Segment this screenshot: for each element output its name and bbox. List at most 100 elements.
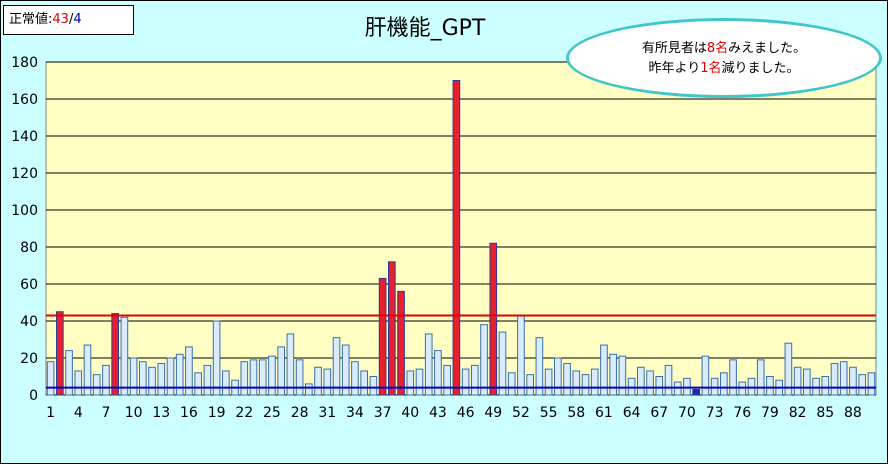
findings-note: 有所見者は8名みえました。 昨年より1名減りました。 bbox=[566, 18, 882, 98]
x-tick-label: 40 bbox=[401, 405, 419, 421]
x-tick-label: 67 bbox=[650, 405, 668, 421]
y-tick-label: 60 bbox=[20, 277, 38, 293]
bar bbox=[249, 359, 258, 396]
bar bbox=[194, 372, 202, 396]
x-tick-label: 37 bbox=[374, 405, 392, 421]
bar bbox=[424, 333, 433, 396]
bar bbox=[222, 370, 230, 396]
bar bbox=[240, 361, 249, 396]
bar bbox=[203, 364, 212, 396]
x-tick-label: 85 bbox=[816, 405, 834, 421]
plot-area bbox=[45, 61, 877, 396]
gridlines bbox=[46, 61, 876, 396]
bar bbox=[277, 346, 285, 396]
bar bbox=[397, 290, 405, 396]
x-tick-label: 61 bbox=[595, 405, 613, 421]
x-tick-label: 28 bbox=[291, 405, 309, 421]
normal-range-box: 正常値:43/4 bbox=[3, 5, 134, 35]
bar bbox=[415, 368, 424, 396]
y-tick-label: 40 bbox=[20, 314, 38, 330]
bar bbox=[830, 363, 839, 396]
bar bbox=[268, 355, 276, 396]
bar bbox=[554, 357, 562, 396]
note-line-2-suffix: 減りました。 bbox=[721, 61, 800, 76]
x-tick-label: 58 bbox=[567, 405, 585, 421]
bar bbox=[590, 368, 599, 396]
bar bbox=[600, 344, 608, 396]
bar bbox=[305, 383, 313, 396]
bar bbox=[507, 372, 516, 396]
bar bbox=[480, 324, 488, 396]
x-tick-label: 31 bbox=[318, 405, 336, 421]
x-tick-label: 55 bbox=[540, 405, 558, 421]
bar bbox=[92, 374, 101, 396]
y-tick-label: 120 bbox=[11, 166, 38, 182]
bar bbox=[535, 337, 544, 396]
bar bbox=[65, 350, 73, 396]
bar bbox=[74, 370, 83, 396]
x-tick-label: 1 bbox=[46, 405, 55, 421]
bar bbox=[129, 357, 138, 396]
x-tick-label: 19 bbox=[208, 405, 226, 421]
bar bbox=[637, 366, 645, 396]
bar bbox=[646, 370, 654, 396]
bar bbox=[388, 261, 396, 396]
bar bbox=[378, 277, 387, 396]
bar bbox=[295, 359, 304, 396]
bar bbox=[332, 337, 341, 396]
x-tick-label: 22 bbox=[235, 405, 253, 421]
y-tick-label: 100 bbox=[11, 203, 38, 219]
bar bbox=[692, 388, 700, 396]
bar bbox=[618, 355, 627, 396]
y-tick-label: 140 bbox=[11, 129, 38, 145]
bar bbox=[867, 372, 876, 396]
reference-lines bbox=[46, 314, 876, 389]
y-tick-label: 180 bbox=[11, 55, 38, 71]
x-tick-label: 79 bbox=[761, 405, 779, 421]
bar bbox=[544, 368, 553, 396]
bar bbox=[461, 368, 470, 396]
x-tick-label: 16 bbox=[180, 405, 198, 421]
bar bbox=[175, 353, 184, 396]
y-tick-label: 80 bbox=[20, 240, 38, 256]
bar bbox=[166, 357, 175, 396]
bar bbox=[729, 359, 737, 396]
bar bbox=[102, 364, 110, 396]
bar bbox=[323, 368, 332, 396]
bar bbox=[258, 359, 267, 396]
x-tick-label: 76 bbox=[733, 405, 751, 421]
bar bbox=[572, 370, 581, 396]
bar bbox=[858, 374, 866, 396]
note-line-1: 有所見者は8名みえました。 bbox=[569, 39, 879, 59]
bar bbox=[148, 366, 156, 396]
bar bbox=[46, 361, 55, 396]
bar bbox=[83, 344, 92, 396]
note-line-2-text: 昨年より bbox=[648, 61, 701, 76]
bar bbox=[581, 374, 590, 396]
bar bbox=[517, 314, 525, 396]
bar bbox=[471, 364, 479, 396]
x-tick-label: 64 bbox=[623, 405, 641, 421]
x-tick-label: 70 bbox=[678, 405, 696, 421]
y-tick-label: 0 bbox=[29, 388, 38, 404]
bar bbox=[664, 364, 673, 396]
bar bbox=[563, 363, 571, 396]
note-line-2-count: 1名 bbox=[700, 61, 722, 76]
note-line-1-suffix: みえました。 bbox=[728, 41, 807, 56]
bar bbox=[139, 361, 147, 396]
bar bbox=[56, 311, 64, 396]
x-tick-label: 4 bbox=[74, 405, 83, 421]
x-tick-label: 82 bbox=[789, 405, 807, 421]
bar bbox=[821, 376, 830, 396]
bar bbox=[341, 344, 350, 396]
x-tick-label: 13 bbox=[152, 405, 170, 421]
normal-range-sep: / bbox=[68, 12, 74, 27]
bar bbox=[849, 366, 857, 396]
bar bbox=[784, 342, 793, 396]
note-line-2: 昨年より1名減りました。 bbox=[569, 59, 879, 79]
x-tick-label: 34 bbox=[346, 405, 364, 421]
x-tick-label: 88 bbox=[844, 405, 862, 421]
x-tick-label: 25 bbox=[263, 405, 281, 421]
bar bbox=[111, 313, 119, 396]
